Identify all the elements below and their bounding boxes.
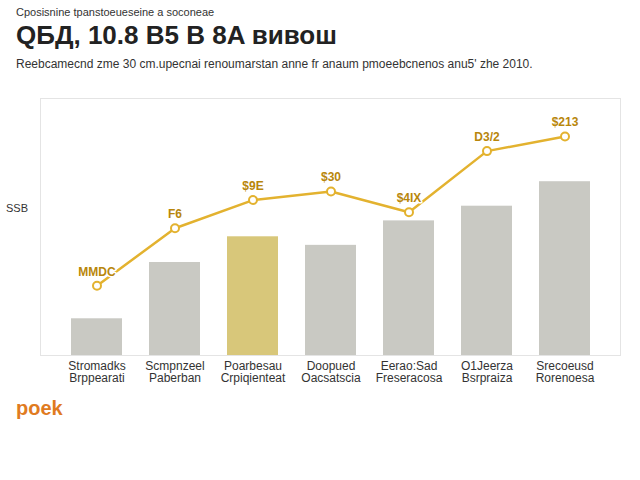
html-text:poek: poek [16, 397, 63, 419]
svg-text:$30: $30 [321, 170, 341, 184]
svg-text:MMDC: MMDC [78, 265, 116, 279]
svg-text:DoopuedOacsatscia: DoopuedOacsatscia [301, 359, 361, 385]
svg-text:$213: $213 [552, 115, 579, 129]
svg-text:PoarbesauCrpiqienteat: PoarbesauCrpiqienteat [221, 359, 286, 385]
svg-text:D3/2: D3/2 [474, 130, 500, 144]
html-text:Cposisnine tpanstoeueseine a s: Cposisnine tpanstoeueseine a soconeae [16, 6, 215, 18]
svg-text:ScmpnzeelPaberban: ScmpnzeelPaberban [145, 359, 204, 385]
html-text:SSB: SSB [6, 202, 28, 214]
svg-text:$4IX: $4IX [397, 191, 422, 205]
html-text:Reebcamecnd zme 30 cm.upecnai: Reebcamecnd zme 30 cm.upecnai renoumarst… [16, 57, 533, 71]
svg-text:$9E: $9E [242, 179, 263, 193]
svg-text:O1JeerzaBsrpraiza: O1JeerzaBsrpraiza [461, 359, 513, 385]
svg-text:SrecoeusdRorenoesa: SrecoeusdRorenoesa [536, 359, 595, 385]
svg-text:Eerao:SadFreseracosa: Eerao:SadFreseracosa [376, 359, 443, 385]
svg-text:StromadksBrppearati: StromadksBrppearati [68, 359, 125, 385]
svg-text:F6: F6 [168, 207, 182, 221]
html-text:QБД, 10.8 B5 B 8A вивош: QБД, 10.8 B5 B 8A вивош [16, 20, 337, 50]
